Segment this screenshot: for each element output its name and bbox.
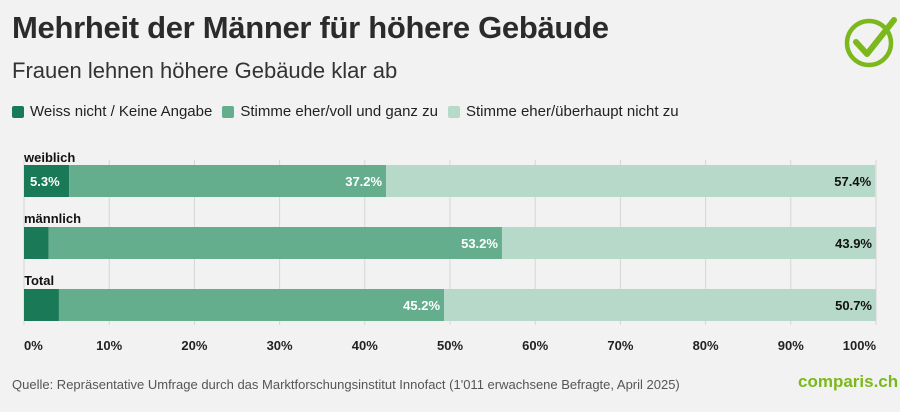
bar-segment — [501, 227, 876, 259]
chart-subtitle: Frauen lehnen höhere Gebäude klar ab — [12, 58, 398, 83]
bar-segment — [24, 165, 70, 197]
data-label: 37.2% — [345, 174, 382, 189]
bar-segment — [69, 165, 387, 197]
x-tick-label: 40% — [352, 338, 378, 353]
row-label-total: Total — [24, 273, 55, 288]
data-label: 50.7% — [835, 298, 872, 313]
checkmark-circle-icon — [844, 17, 897, 68]
legend-label: Weiss nicht / Keine Angabe — [30, 103, 213, 120]
x-tick-label: 90% — [778, 338, 804, 353]
x-tick-label: 80% — [693, 338, 719, 353]
legend-swatch — [222, 105, 235, 118]
x-tick-label: 0% — [24, 338, 43, 353]
bar-segment — [24, 289, 59, 321]
data-label: 43.9% — [835, 236, 872, 251]
legend-swatch — [12, 105, 24, 118]
legend-label: Stimme eher/voll und ganz zu — [240, 103, 438, 120]
x-tick-label: 50% — [437, 338, 463, 353]
bar-segment — [444, 289, 876, 321]
data-label: 45.2% — [403, 298, 440, 313]
bar-segment — [58, 289, 445, 321]
x-tick-label: 100% — [843, 338, 877, 353]
data-label: 53.2% — [461, 236, 498, 251]
bar-segment — [48, 227, 502, 259]
brand-logo: comparis.ch — [798, 372, 899, 391]
x-tick-label: 20% — [181, 338, 207, 353]
row-label-weiblich: weiblich — [24, 150, 76, 165]
legend-swatch — [447, 105, 460, 118]
x-tick-label: 30% — [267, 338, 293, 353]
bar-segment — [24, 227, 49, 259]
data-label: 5.3% — [30, 174, 60, 189]
legend: Weiss nicht / Keine Angabe Stimme eher/v… — [12, 103, 689, 120]
legend-item-unknown: Weiss nicht / Keine Angabe — [12, 103, 212, 120]
legend-item-disagree: Stimme eher/überhaupt nicht zu — [447, 103, 679, 120]
legend-label: Stimme eher/überhaupt nicht zu — [465, 103, 679, 120]
source-note: Quelle: Repräsentative Umfrage durch das… — [12, 377, 680, 392]
legend-item-agree: Stimme eher/voll und ganz zu — [222, 103, 438, 120]
x-tick-label: 10% — [96, 338, 122, 353]
x-tick-label: 70% — [607, 338, 633, 353]
row-label-maennlich: männlich — [24, 211, 82, 226]
x-tick-label: 60% — [522, 338, 548, 353]
bar-segment — [386, 165, 876, 197]
stacked-bar-chart: 0% 10% 20% 30% 40% 50% 60% 70% 80% 90% 100% 5.3% 37.… — [23, 160, 877, 353]
chart-title: Mehrheit der Männer für höhere Gebäude — [12, 10, 609, 45]
data-label: 57.4% — [834, 174, 871, 189]
